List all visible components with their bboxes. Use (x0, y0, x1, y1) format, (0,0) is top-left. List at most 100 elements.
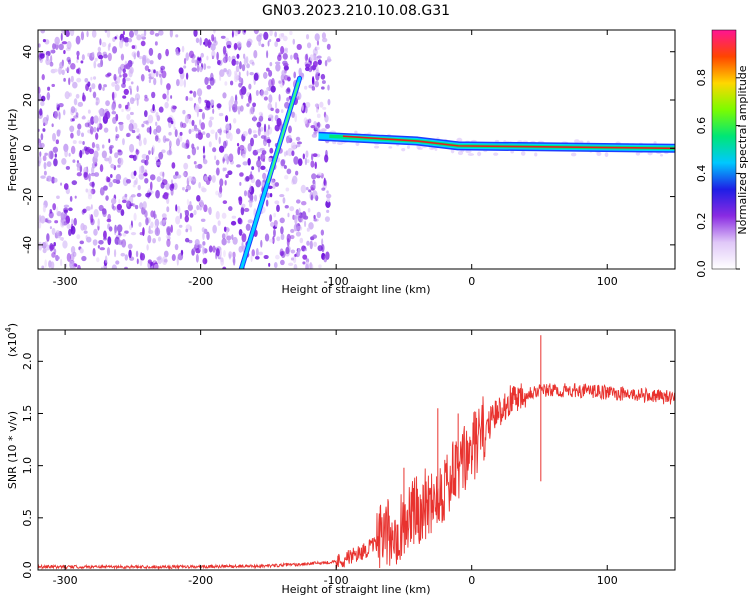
noise-speckle (98, 115, 101, 124)
noise-speckle (269, 214, 273, 222)
noise-speckle (79, 248, 84, 254)
noise-speckle (98, 109, 104, 114)
noise-speckle (162, 194, 165, 199)
noise-speckle (290, 249, 296, 254)
noise-speckle (193, 127, 199, 132)
horizontal-line (318, 131, 675, 153)
tilted-line (238, 75, 303, 269)
noise-speckle (60, 32, 63, 42)
noise-speckle (56, 206, 59, 214)
x-tick-label: 0 (468, 275, 475, 288)
noise-speckle (164, 101, 169, 109)
noise-speckle (268, 38, 272, 43)
noise-speckle (50, 54, 53, 64)
noise-speckle (43, 170, 47, 176)
x-tick-label: 0 (468, 574, 475, 587)
noise-speckle (87, 194, 93, 200)
noise-speckle (165, 48, 169, 57)
noise-speckle (111, 82, 116, 87)
noise-speckle (77, 67, 81, 75)
noise-speckle (228, 153, 234, 163)
noise-speckle (222, 200, 228, 205)
noise-speckle (107, 52, 112, 62)
noise-speckle (174, 129, 178, 138)
noise-speckle (110, 163, 115, 169)
noise-speckle (292, 255, 297, 264)
noise-speckle (120, 53, 125, 61)
noise-speckle (309, 54, 315, 62)
noise-speckle (305, 263, 309, 269)
noise-speckle (133, 170, 137, 176)
noise-speckle (247, 94, 252, 104)
noise-speckle (175, 215, 181, 225)
noise-speckle (88, 148, 95, 155)
noise-speckle (243, 30, 246, 33)
noise-speckle (211, 55, 214, 60)
noise-speckle (324, 216, 330, 222)
noise-speckle (176, 205, 181, 214)
noise-speckle (49, 226, 52, 230)
noise-speckle (241, 64, 246, 72)
noise-speckle (132, 203, 136, 207)
noise-speckle (254, 194, 258, 202)
noise-speckle (311, 133, 318, 138)
noise-speckle (140, 74, 145, 82)
noise-speckle (63, 209, 68, 214)
noise-speckle (123, 36, 130, 43)
noise-speckle (96, 122, 100, 129)
noise-speckle (211, 175, 216, 183)
noise-speckle (93, 126, 97, 133)
noise-speckle (38, 93, 41, 98)
noise-speckle (227, 170, 233, 176)
noise-speckle (284, 174, 289, 180)
noise-speckle (91, 83, 96, 90)
noise-speckle (191, 58, 196, 64)
halo-speckle (467, 153, 475, 156)
noise-speckle (128, 30, 134, 38)
noise-speckle (327, 84, 330, 91)
noise-speckle (217, 220, 221, 226)
noise-speckle (267, 40, 270, 47)
noise-speckle (155, 70, 159, 78)
colorbar-tick-label: 0.0 (695, 260, 708, 278)
noise-speckle (147, 114, 154, 124)
noise-speckle (228, 99, 234, 108)
spectrogram-y-ticks: -40 -20 0 20 40 (21, 45, 675, 254)
noise-speckle (268, 114, 274, 119)
halo-speckle (647, 151, 653, 156)
noise-speckle (253, 30, 260, 35)
noise-speckle (290, 228, 295, 233)
noise-speckle (252, 130, 257, 134)
noise-speckle (296, 43, 302, 50)
noise-speckle (96, 51, 102, 59)
noise-speckle (250, 254, 253, 263)
noise-speckle (251, 166, 255, 171)
halo-speckle (388, 146, 393, 149)
noise-speckle (102, 51, 107, 57)
noise-speckle (326, 209, 330, 214)
y-tick-label: 1.5 (21, 405, 34, 423)
noise-speckle (311, 173, 317, 180)
noise-speckle (159, 73, 162, 78)
noise-speckle (40, 100, 45, 107)
noise-speckle (263, 96, 268, 101)
noise-speckle (105, 195, 109, 201)
noise-speckle (200, 204, 205, 208)
noise-speckle (238, 71, 241, 78)
noise-speckle (225, 123, 231, 132)
noise-speckle (111, 264, 117, 269)
noise-speckle (266, 139, 272, 144)
noise-speckle (231, 234, 234, 240)
noise-speckle (55, 139, 59, 145)
noise-speckle (270, 107, 274, 112)
noise-speckle (103, 84, 107, 88)
noise-speckle (56, 195, 60, 199)
noise-speckle (273, 212, 277, 218)
noise-speckle (59, 236, 65, 241)
noise-speckle (326, 190, 329, 194)
noise-speckle (260, 165, 266, 171)
noise-speckle (224, 115, 229, 123)
noise-speckle (97, 63, 102, 68)
noise-speckle (136, 85, 139, 93)
noise-speckle (112, 205, 116, 211)
